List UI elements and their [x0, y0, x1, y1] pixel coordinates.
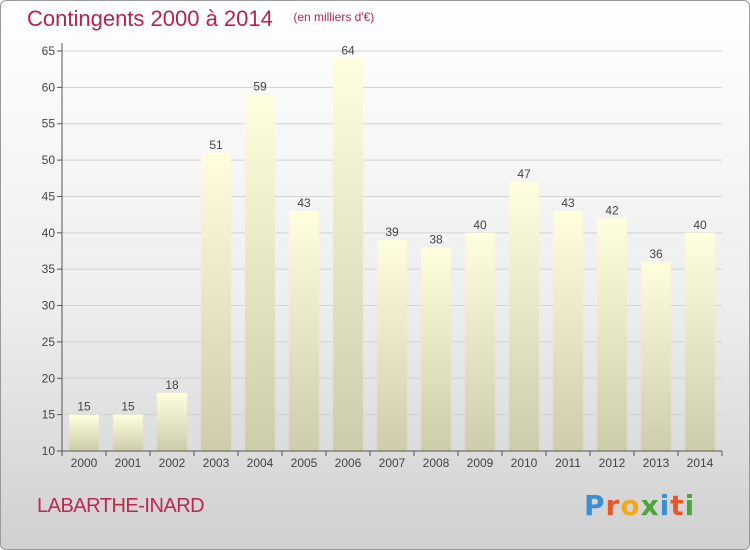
- bar-2011: [553, 211, 583, 451]
- x-tick-label-2010: 2010: [511, 456, 538, 470]
- bar-2005: [289, 211, 319, 451]
- data-label-2011: 43: [561, 196, 575, 210]
- title-row: Contingents 2000 à 2014 (en milliers d'€…: [27, 6, 374, 32]
- chart-unit: (en milliers d'€): [293, 10, 375, 24]
- logo-letter: x: [640, 489, 660, 522]
- bar-2010: [509, 181, 539, 451]
- data-labels: 15 15 18 51 59 43 64 39 38 40 47 43 42 36 40: [77, 43, 707, 413]
- data-label-2004: 59: [253, 80, 267, 94]
- bar-2014: [685, 232, 715, 451]
- y-tick-label: 65: [42, 44, 56, 58]
- bars: [69, 58, 715, 452]
- bar-2013: [641, 261, 671, 451]
- data-label-2013: 36: [649, 247, 663, 261]
- logo-letter: o: [620, 489, 641, 522]
- y-tick-label: 45: [42, 189, 56, 203]
- data-label-2003: 51: [209, 138, 223, 152]
- y-tick-label: 55: [42, 117, 56, 131]
- data-label-2005: 43: [297, 196, 311, 210]
- y-tick-label: 60: [42, 80, 56, 94]
- logo-letter: P: [584, 489, 606, 522]
- bar-2001: [113, 414, 143, 451]
- logo-letter: i: [684, 489, 696, 522]
- y-tick-label: 30: [42, 299, 56, 313]
- axes: 10 15 20 25 30 35 40 45 50 55 60 65 2000 2001 2002 2003…: [42, 43, 723, 470]
- proxiti-logo: Proxiti: [584, 489, 695, 522]
- x-tick-label-2004: 2004: [247, 456, 274, 470]
- y-tick-label: 25: [42, 335, 56, 349]
- data-label-2006: 64: [341, 43, 355, 57]
- chart-title: Contingents 2000 à 2014: [27, 6, 273, 31]
- logo-letter: i: [659, 489, 671, 522]
- data-label-2001: 15: [121, 400, 135, 414]
- y-tick-label: 10: [42, 444, 56, 458]
- x-tick-label-2013: 2013: [643, 456, 670, 470]
- x-tick-label-2008: 2008: [423, 456, 450, 470]
- x-tick-label-2007: 2007: [379, 456, 406, 470]
- x-tick-label-2005: 2005: [291, 456, 318, 470]
- x-tick-label-2006: 2006: [335, 456, 362, 470]
- x-tick-label-2003: 2003: [203, 456, 230, 470]
- x-tick-label-2000: 2000: [71, 456, 98, 470]
- bar-2009: [465, 232, 495, 451]
- data-label-2012: 42: [605, 203, 619, 217]
- x-tick-label-2011: 2011: [555, 456, 581, 470]
- bar-2012: [597, 218, 627, 451]
- y-tick-label: 20: [42, 371, 56, 385]
- data-label-2014: 40: [693, 218, 707, 232]
- bar-2006: [333, 58, 363, 451]
- x-tick-label-2012: 2012: [599, 456, 626, 470]
- x-tick-label-2009: 2009: [467, 456, 494, 470]
- y-tick-label: 50: [42, 153, 56, 167]
- logo-letter: t: [670, 489, 685, 522]
- bar-2000: [69, 414, 99, 451]
- bar-2007: [377, 240, 407, 451]
- y-tick-label: 40: [42, 226, 56, 240]
- bar-2003: [201, 152, 231, 451]
- data-label-2002: 18: [165, 378, 179, 392]
- bar-2002: [157, 392, 187, 451]
- data-label-2007: 39: [385, 225, 399, 239]
- y-tick-label: 15: [42, 408, 56, 422]
- data-label-2008: 38: [429, 232, 443, 246]
- x-tick-label-2001: 2001: [115, 456, 142, 470]
- commune-name: LABARTHE-INARD: [37, 495, 205, 517]
- data-label-2010: 47: [517, 167, 531, 181]
- bar-2008: [421, 247, 451, 451]
- data-label-2000: 15: [77, 400, 91, 414]
- logo-letter: r: [605, 489, 621, 522]
- y-tick-label: 35: [42, 262, 56, 276]
- data-label-2009: 40: [473, 218, 487, 232]
- bar-2004: [245, 94, 275, 452]
- x-tick-label-2014: 2014: [687, 456, 714, 470]
- x-tick-label-2002: 2002: [159, 456, 186, 470]
